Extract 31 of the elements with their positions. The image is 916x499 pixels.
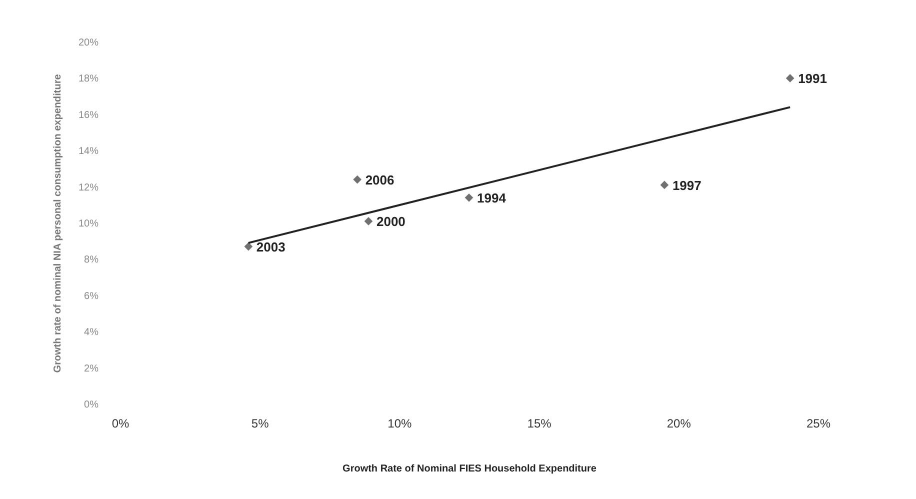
- y-tick-label: 8%: [84, 254, 99, 266]
- annotation: 1991: [798, 71, 827, 86]
- annotation: 2000: [376, 214, 406, 230]
- y-tick-label: 4%: [84, 327, 99, 338]
- y-tick-label: 10%: [78, 218, 99, 230]
- point: [364, 217, 373, 226]
- y-tick-label: 18%: [78, 74, 99, 85]
- x-tick-label: 5%: [251, 416, 270, 430]
- y-tick-label: 6%: [84, 290, 99, 302]
- y-tick-label: 14%: [78, 146, 99, 158]
- y-tick-label: 16%: [78, 110, 99, 121]
- x-tick-label: 25%: [806, 416, 831, 430]
- point: [660, 180, 669, 190]
- x-axis-title: Growth Rate of Nominal FIES Household Expenditure: [342, 464, 597, 474]
- y-tick-label: 0%: [84, 400, 99, 410]
- x-tick-label: 0%: [112, 416, 130, 430]
- point: [464, 193, 474, 202]
- x-tick-label: 15%: [527, 416, 552, 430]
- y-tick-label: 12%: [78, 182, 99, 194]
- annotation: 1997: [672, 178, 702, 193]
- y-axis-title: Growth rate of nominal NIA personal consumption expenditure: [52, 74, 64, 373]
- point: [353, 175, 362, 184]
- annotation: 2003: [256, 240, 286, 255]
- point: [244, 242, 253, 251]
- y-tick-label: 2%: [84, 363, 99, 374]
- annotation: 2006: [365, 172, 394, 188]
- x-tick-label: 20%: [666, 416, 692, 430]
- y-tick-label: 20%: [78, 38, 99, 48]
- annotation: 1994: [477, 190, 507, 206]
- point: [786, 74, 794, 82]
- x-tick-label: 10%: [388, 416, 412, 430]
